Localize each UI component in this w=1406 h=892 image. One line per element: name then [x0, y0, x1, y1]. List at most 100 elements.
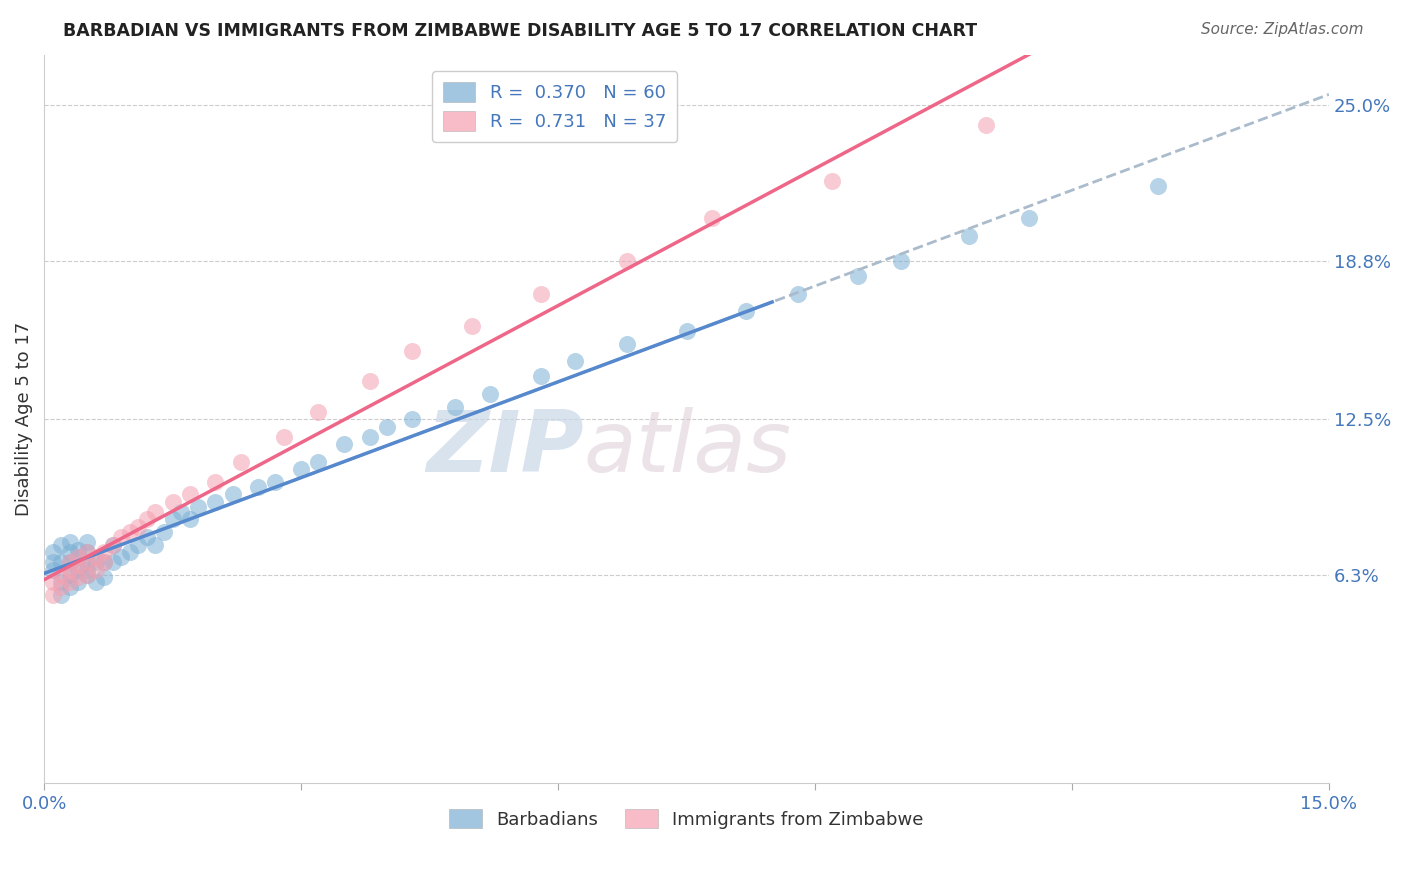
Point — [67, 542, 90, 557]
Point — [974, 119, 997, 133]
Point — [616, 336, 638, 351]
Point — [153, 524, 176, 539]
Point — [187, 500, 209, 514]
Point — [307, 455, 329, 469]
Point — [51, 588, 73, 602]
Point — [375, 419, 398, 434]
Point — [273, 430, 295, 444]
Point — [59, 545, 82, 559]
Point — [786, 286, 808, 301]
Point — [118, 524, 141, 539]
Point — [59, 575, 82, 590]
Point — [59, 535, 82, 549]
Point — [84, 550, 107, 565]
Point — [290, 462, 312, 476]
Point — [162, 495, 184, 509]
Point — [333, 437, 356, 451]
Point — [41, 588, 63, 602]
Point — [51, 580, 73, 594]
Point — [702, 211, 724, 226]
Point — [67, 550, 90, 565]
Text: atlas: atlas — [583, 407, 792, 490]
Point — [204, 475, 226, 489]
Point — [41, 563, 63, 577]
Point — [76, 535, 98, 549]
Point — [957, 228, 980, 243]
Point — [67, 550, 90, 565]
Point — [1146, 178, 1168, 193]
Point — [359, 375, 381, 389]
Point — [616, 254, 638, 268]
Point — [51, 567, 73, 582]
Point — [41, 555, 63, 569]
Point — [110, 550, 132, 565]
Point — [67, 558, 90, 572]
Point — [530, 286, 553, 301]
Point — [51, 575, 73, 590]
Point — [530, 369, 553, 384]
Point — [76, 563, 98, 577]
Point — [264, 475, 287, 489]
Point — [110, 530, 132, 544]
Text: BARBADIAN VS IMMIGRANTS FROM ZIMBABWE DISABILITY AGE 5 TO 17 CORRELATION CHART: BARBADIAN VS IMMIGRANTS FROM ZIMBABWE DI… — [63, 22, 977, 40]
Point — [221, 487, 243, 501]
Point — [135, 512, 157, 526]
Point — [127, 520, 149, 534]
Point — [179, 487, 201, 501]
Point — [84, 575, 107, 590]
Point — [478, 387, 501, 401]
Point — [59, 555, 82, 569]
Point — [247, 480, 270, 494]
Point — [93, 545, 115, 559]
Point — [162, 512, 184, 526]
Point — [101, 538, 124, 552]
Point — [444, 400, 467, 414]
Point — [41, 575, 63, 590]
Point — [59, 555, 82, 569]
Point — [93, 570, 115, 584]
Point — [67, 575, 90, 590]
Point — [145, 505, 167, 519]
Point — [461, 319, 484, 334]
Point — [51, 538, 73, 552]
Point — [401, 412, 423, 426]
Point — [59, 580, 82, 594]
Y-axis label: Disability Age 5 to 17: Disability Age 5 to 17 — [15, 322, 32, 516]
Point — [127, 538, 149, 552]
Point — [890, 254, 912, 268]
Point — [93, 555, 115, 569]
Point — [179, 512, 201, 526]
Point — [41, 545, 63, 559]
Point — [76, 545, 98, 559]
Point — [76, 567, 98, 582]
Point — [135, 530, 157, 544]
Point — [59, 567, 82, 582]
Point — [101, 538, 124, 552]
Point — [76, 567, 98, 582]
Point — [59, 563, 82, 577]
Point — [564, 354, 586, 368]
Point — [93, 555, 115, 569]
Point — [307, 404, 329, 418]
Point — [359, 430, 381, 444]
Text: ZIP: ZIP — [426, 407, 583, 490]
Point — [76, 555, 98, 569]
Point — [67, 563, 90, 577]
Point — [145, 538, 167, 552]
Point — [735, 304, 758, 318]
Point — [821, 174, 844, 188]
Point — [84, 555, 107, 569]
Point — [675, 324, 697, 338]
Point — [84, 563, 107, 577]
Point — [101, 555, 124, 569]
Point — [170, 505, 193, 519]
Point — [1018, 211, 1040, 226]
Point — [67, 570, 90, 584]
Legend: Barbadians, Immigrants from Zimbabwe: Barbadians, Immigrants from Zimbabwe — [441, 802, 931, 836]
Point — [51, 555, 73, 569]
Point — [401, 344, 423, 359]
Point — [118, 545, 141, 559]
Text: Source: ZipAtlas.com: Source: ZipAtlas.com — [1201, 22, 1364, 37]
Point — [229, 455, 252, 469]
Point — [76, 555, 98, 569]
